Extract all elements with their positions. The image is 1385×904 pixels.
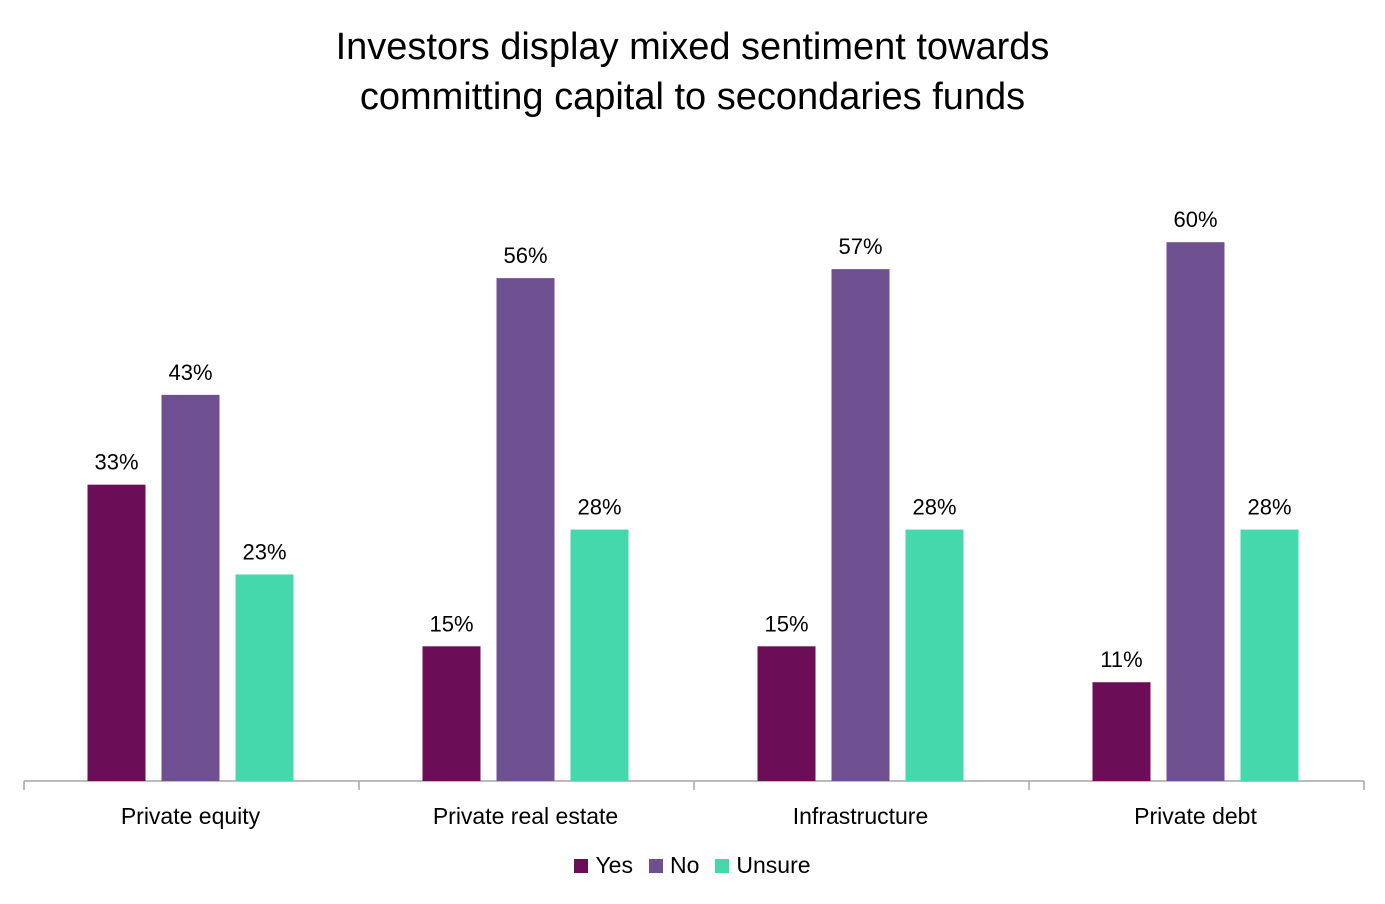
legend-label-yes: Yes	[595, 852, 633, 878]
legend-item-unsure: Unsure	[715, 852, 811, 879]
legend-label-no: No	[669, 852, 700, 878]
x-tick-label: Private debt	[1134, 803, 1257, 829]
data-label-no: 56%	[503, 243, 547, 268]
bar-no	[161, 394, 220, 781]
legend-item-no: No	[648, 852, 700, 879]
x-tick-label: Private real estate	[433, 803, 618, 829]
data-label-no: 60%	[1173, 207, 1217, 232]
bar-yes	[422, 646, 481, 781]
data-label-unsure: 28%	[912, 495, 956, 520]
chart-legend: Yes No Unsure	[0, 852, 1385, 879]
chart-title-line-1: Investors display mixed sentiment toward…	[335, 26, 1050, 68]
data-label-unsure: 23%	[242, 539, 286, 564]
legend-label-unsure: Unsure	[736, 852, 811, 878]
chart-title-line-2: committing capital to secondaries funds	[359, 76, 1026, 118]
bar-no	[831, 269, 890, 781]
legend-item-yes: Yes	[574, 852, 633, 879]
bar-no	[496, 278, 555, 781]
bar-unsure	[235, 574, 294, 781]
bar-unsure	[570, 529, 629, 781]
data-label-unsure: 28%	[577, 495, 621, 520]
x-tick-label: Private equity	[121, 803, 261, 829]
data-label-yes: 15%	[764, 611, 808, 636]
chart-title: Investors display mixed sentiment toward…	[0, 22, 1385, 122]
data-label-yes: 11%	[1100, 647, 1142, 672]
bar-yes	[1092, 682, 1151, 781]
bar-yes	[757, 646, 816, 781]
data-label-no: 57%	[838, 234, 882, 259]
data-label-yes: 15%	[429, 611, 473, 636]
data-label-yes: 33%	[94, 450, 138, 475]
bar-yes	[87, 484, 146, 781]
bar-unsure	[1240, 529, 1299, 781]
bar-no	[1166, 242, 1225, 781]
data-label-no: 43%	[168, 360, 212, 385]
legend-swatch-no	[648, 858, 663, 873]
legend-swatch-yes	[574, 858, 589, 873]
bar-unsure	[905, 529, 964, 781]
legend-swatch-unsure	[715, 858, 730, 873]
x-tick-label: Infrastructure	[793, 803, 929, 829]
data-label-unsure: 28%	[1247, 495, 1291, 520]
